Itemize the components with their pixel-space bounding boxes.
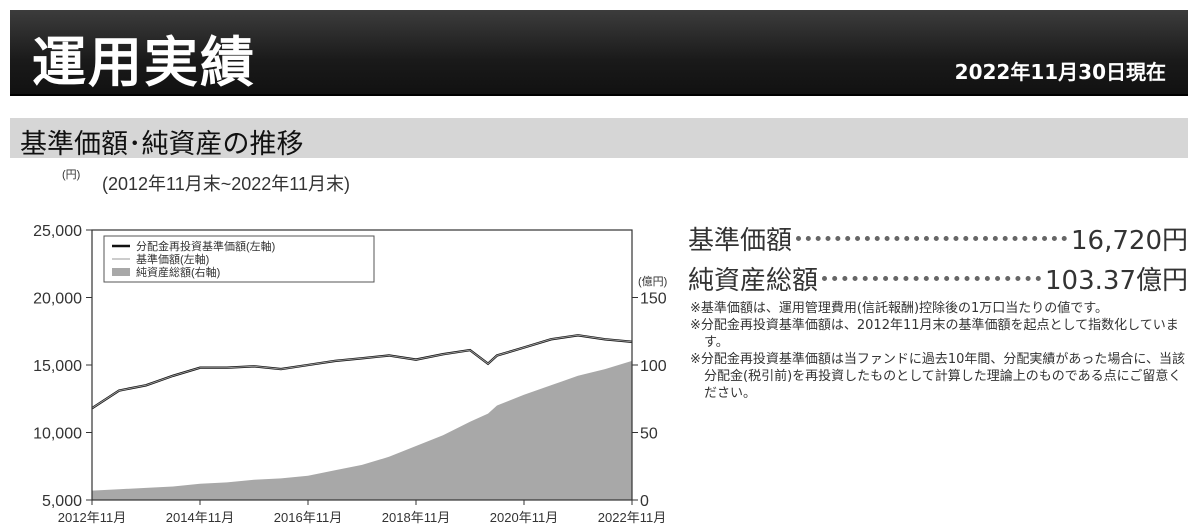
right-tick-label: 0 bbox=[640, 493, 649, 510]
left-tick-label: 15,000 bbox=[33, 358, 82, 375]
left-tick-label: 20,000 bbox=[33, 291, 82, 308]
as-of-date: 2022年11月30日現在 bbox=[954, 60, 1166, 84]
metric-nav-label: 基準価額 bbox=[688, 226, 793, 256]
metric-net-assets: 純資産総額 103.37億円 bbox=[688, 260, 1188, 296]
left-axis-unit: (円) bbox=[62, 169, 80, 181]
nav-chart: 5,000 10,000 15,000 20,000 25,000 (円) 0 50 100 15… bbox=[33, 169, 667, 525]
note-item: ※基準価額は、運用管理費用(信託報酬)控除後の1万口当たりの値です。 bbox=[690, 301, 1109, 316]
legend-label: 純資産総額(右軸) bbox=[136, 265, 220, 279]
series-net-assets-area bbox=[92, 360, 632, 500]
right-tick-label: 50 bbox=[640, 426, 658, 443]
x-tick-label: 2020年11月 bbox=[490, 510, 558, 525]
x-tick-label: 2022年11月 bbox=[598, 510, 666, 525]
left-tick-label: 25,000 bbox=[33, 223, 82, 240]
legend-swatch bbox=[112, 268, 130, 276]
section-title: 基準価額･純資産の推移 bbox=[20, 129, 304, 160]
right-tick-label: 150 bbox=[640, 291, 667, 308]
left-tick-label: 10,000 bbox=[33, 426, 82, 443]
metric-nav: 基準価額 16,720円 bbox=[688, 220, 1188, 256]
legend-box bbox=[103, 235, 375, 283]
metric-net-assets-label: 純資産総額 bbox=[688, 266, 819, 296]
metric-nav-value: 16,720円 bbox=[1071, 226, 1188, 256]
leader-dots bbox=[822, 276, 1042, 281]
note-item: ※分配金再投資基準価額は当ファンドに過去10年間、分配実績があった場合に、当該分… bbox=[690, 352, 1186, 401]
x-tick-label: 2014年11月 bbox=[166, 510, 234, 525]
section-band: 基準価額･純資産の推移 bbox=[10, 118, 1188, 160]
x-tick-label: 2012年11月 bbox=[58, 510, 126, 525]
x-tick-label: 2018年11月 bbox=[382, 510, 450, 525]
page-title: 運用実績 bbox=[32, 31, 256, 94]
header-band: 運用実績 2022年11月30日現在 bbox=[10, 10, 1188, 96]
right-tick-label: 100 bbox=[640, 358, 667, 375]
notes: ※基準価額は、運用管理費用(信託報酬)控除後の1万口当たりの値です。 ※分配金再… bbox=[690, 300, 1190, 402]
note-item: ※分配金再投資基準価額は、2012年11月末の基準価額を起点として指数化していま… bbox=[690, 318, 1179, 350]
series-nav-line bbox=[91, 334, 633, 409]
leader-dots bbox=[796, 236, 1068, 241]
legend-label: 分配金再投資基準価額(左軸) bbox=[136, 239, 275, 253]
x-tick-label: 2016年11月 bbox=[274, 510, 342, 525]
legend-label: 基準価額(左軸) bbox=[136, 252, 209, 266]
right-axis-unit: (億円) bbox=[638, 275, 667, 288]
left-tick-label: 5,000 bbox=[42, 493, 82, 510]
metric-net-assets-value: 103.37億円 bbox=[1045, 266, 1188, 296]
chart-period: (2012年11月末~2022年11月末) bbox=[102, 174, 350, 194]
